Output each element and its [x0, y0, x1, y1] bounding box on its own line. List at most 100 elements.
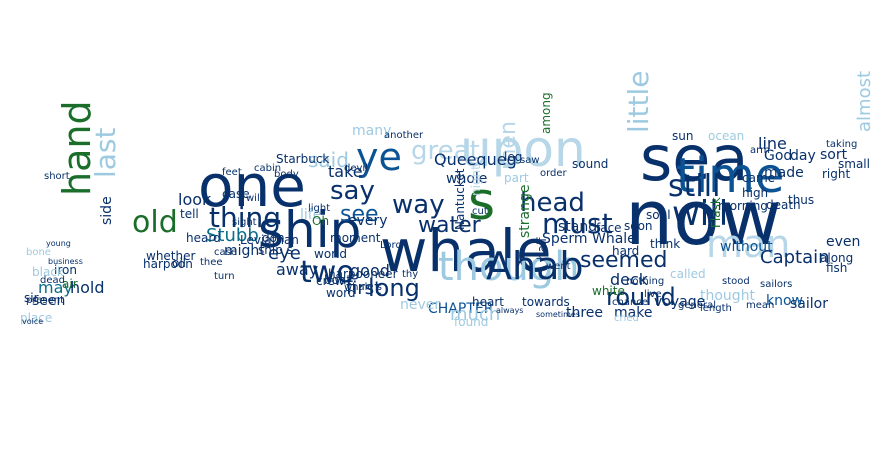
cloud-word: God	[764, 148, 793, 164]
cloud-word: every	[348, 213, 388, 229]
cloud-word: make	[614, 305, 653, 321]
cloud-word: sailors	[760, 279, 793, 290]
cloud-word: found	[454, 315, 489, 329]
cloud-word: take	[328, 162, 363, 181]
cloud-word: soul	[646, 208, 671, 222]
cloud-word: case	[222, 187, 250, 201]
cloud-word: right	[822, 167, 851, 181]
cloud-word: went	[546, 261, 571, 272]
cloud-word: said	[308, 148, 349, 172]
cloud-word: sort	[820, 147, 848, 163]
cloud-word: young	[46, 239, 71, 248]
cloud-word: Oh	[312, 214, 330, 228]
cloud-word: many	[352, 123, 392, 139]
cloud-word: might	[224, 243, 265, 259]
cloud-word: without	[720, 239, 773, 255]
cloud-word: harpoon	[143, 257, 193, 271]
cloud-word: mean	[746, 300, 775, 311]
cloud-word: world	[314, 247, 348, 261]
cloud-word: will	[672, 194, 729, 234]
cloud-word: know	[766, 293, 803, 309]
cloud-word: half	[535, 237, 549, 260]
cloud-word: look	[178, 190, 212, 209]
cloud-word: Nantucket	[453, 168, 467, 230]
cloud-word: last	[89, 127, 122, 178]
cloud-word: strange	[517, 184, 533, 239]
cloud-word: man	[706, 222, 791, 266]
cloud-word: now	[625, 173, 782, 262]
cloud-word: way	[392, 190, 445, 220]
cloud-word: ocean	[708, 129, 745, 143]
cloud-word: thing	[209, 201, 282, 234]
cloud-word: ye	[356, 135, 402, 179]
cloud-word: called	[670, 267, 706, 281]
cloud-word: CHAPTER	[428, 301, 494, 317]
cloud-word: small	[838, 157, 870, 171]
cloud-word: general	[678, 300, 717, 311]
cloud-word: chance	[612, 297, 648, 308]
cloud-word: oil	[172, 256, 187, 270]
cloud-word: order	[540, 168, 567, 179]
cloud-word: devil	[344, 163, 368, 174]
cloud-word: cut	[472, 206, 488, 217]
cloud-word: black	[32, 265, 64, 279]
cloud-word: old	[132, 205, 178, 240]
cloud-word: ship s	[258, 243, 293, 257]
cloud-word: whether	[146, 249, 196, 263]
cloud-word: first	[346, 278, 382, 299]
cloud-word: little	[622, 70, 655, 133]
cloud-word: arm	[750, 145, 770, 156]
cloud-word: came	[742, 171, 776, 185]
cloud-word: thy	[402, 269, 419, 280]
cloud-word: Lord	[380, 240, 402, 251]
cloud-word: long	[368, 274, 420, 302]
cloud-word: cabin	[254, 163, 282, 174]
cloud-word: day	[790, 148, 816, 164]
cloud-word: feet	[222, 167, 242, 178]
cloud-word: Sperm Whale	[542, 231, 636, 247]
cloud-word: good	[350, 261, 390, 280]
cloud-word: seemed	[580, 248, 668, 273]
cloud-word: whale	[380, 217, 552, 285]
cloud-word: whole	[446, 171, 488, 187]
cloud-word: iron	[54, 263, 77, 277]
cloud-word: thee	[200, 257, 223, 268]
cloud-word: heart	[472, 295, 504, 309]
cloud-word: ship	[258, 201, 362, 259]
cloud-word: Captain	[760, 247, 830, 268]
cloud-word: one	[198, 152, 306, 220]
cloud-word: great	[411, 136, 480, 166]
cloud-word: tell	[180, 207, 199, 221]
cloud-word: seen	[32, 293, 66, 309]
cloud-word: live	[644, 289, 662, 300]
cloud-word: body	[274, 169, 299, 180]
cloud-word: may	[38, 278, 73, 297]
cloud-word: case	[214, 247, 237, 258]
cloud-word: cried	[614, 313, 639, 324]
cloud-word: always	[496, 306, 524, 315]
cloud-word: wild	[246, 193, 267, 204]
cloud-word: harpooneer	[328, 267, 398, 281]
cloud-word: sir	[24, 291, 39, 305]
cloud-word: word	[326, 286, 356, 300]
cloud-word: hold	[70, 278, 105, 297]
cloud-word: voyage	[654, 294, 706, 310]
cloud-word: upon	[460, 120, 586, 178]
cloud-word: almost	[854, 70, 875, 132]
cloud-word: though	[438, 244, 580, 290]
cloud-word: fish	[826, 261, 848, 275]
cloud-word: don t	[262, 231, 294, 245]
cloud-word: Ahab	[486, 244, 584, 288]
cloud-word: heard	[186, 231, 221, 245]
cloud-word: away	[276, 260, 319, 279]
cloud-word: still	[668, 169, 721, 204]
cloud-word: Stubb	[206, 225, 259, 246]
cloud-word: sailor	[790, 296, 828, 312]
cloud-word: deck	[610, 270, 649, 289]
cloud-word: bone	[26, 247, 51, 258]
cloud-word: short	[44, 171, 70, 182]
cloud-word: death	[766, 198, 801, 212]
cloud-word: see	[340, 202, 379, 227]
cloud-word: nothing	[626, 276, 665, 287]
